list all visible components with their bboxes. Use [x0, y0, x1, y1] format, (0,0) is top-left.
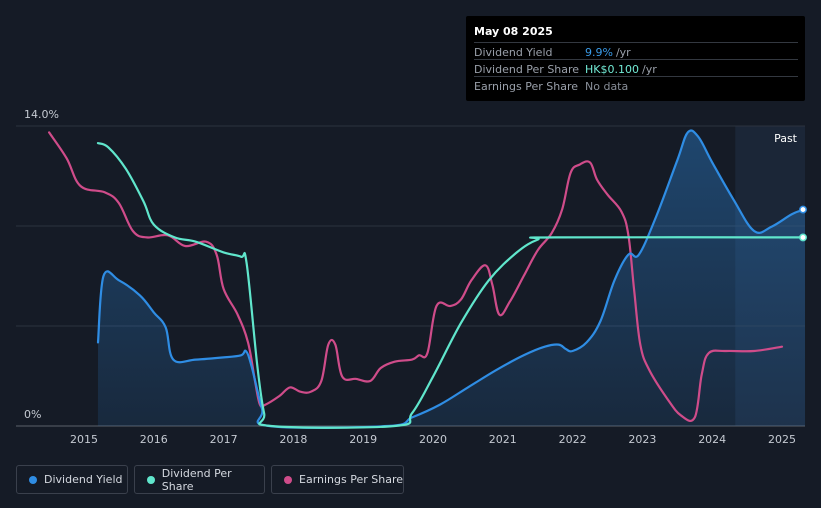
legend-label: Earnings Per Share [299, 473, 404, 486]
y-tick-label-min: 0% [24, 408, 41, 421]
legend-dot [284, 475, 292, 484]
tooltip-label: Dividend Per Share [474, 63, 580, 76]
tooltip-value: HK$0.100 [585, 63, 639, 76]
x-tick-label: 2024 [698, 433, 726, 446]
legend-label: Dividend Per Share [161, 466, 232, 493]
dividend-per-share-end-marker [799, 233, 807, 242]
earnings-per-share-line [48, 131, 784, 423]
x-axis: 2015 2016 2017 2018 2019 2020 2021 2022 2023 2024… [70, 433, 796, 446]
x-tick-label: 2025 [768, 433, 796, 446]
legend-dividend-yield[interactable]: Dividend Yield [16, 465, 128, 494]
x-tick-label: 2022 [559, 433, 587, 446]
tooltip-date: May 08 2025 [474, 25, 553, 38]
dividend-per-share-line [96, 142, 807, 429]
tooltip-value: 9.9% [585, 46, 613, 59]
y-axis: 14.0% 0% [24, 108, 59, 421]
legend-earnings-per-share[interactable]: Earnings Per Share [271, 465, 404, 494]
dividend-yield-end-marker [799, 205, 807, 214]
tooltip-unit: /yr [641, 63, 657, 76]
legend-label: Dividend Yield [44, 473, 123, 486]
tooltip-label: Earnings Per Share [474, 80, 579, 93]
x-tick-label: 2021 [489, 433, 517, 446]
x-tick-label: 2018 [279, 433, 307, 446]
dividend-yield-area [97, 130, 806, 428]
past-label: Past [774, 132, 798, 145]
legend-dot [29, 475, 37, 484]
series-lines [48, 129, 807, 429]
tooltip-row-earnings-per-share: Earnings Per Share No data [474, 76, 798, 94]
x-tick-label: 2017 [210, 433, 238, 446]
tooltip-row-dividend-per-share: Dividend Per Share HK$0.100/yr [474, 59, 798, 77]
tooltip-row-dividend-yield: Dividend Yield 9.9%/yr [474, 42, 798, 60]
tooltip: May 08 2025 Dividend Yield 9.9%/yr Divid… [466, 16, 805, 101]
x-tick-label: 2015 [70, 433, 98, 446]
x-tick-label: 2019 [349, 433, 377, 446]
x-tick-label: 2020 [419, 433, 447, 446]
tooltip-unit: /yr [615, 46, 631, 59]
dividend-yield-line [96, 129, 807, 429]
tooltip-label: Dividend Yield [474, 46, 553, 59]
x-tick-label: 2023 [628, 433, 656, 446]
tooltip-value: No data [585, 80, 629, 93]
area-fills [97, 130, 806, 428]
y-tick-label-max: 14.0% [24, 108, 59, 121]
legend-dividend-per-share[interactable]: Dividend Per Share [134, 465, 265, 494]
legend-dot [147, 475, 155, 484]
x-tick-label: 2016 [140, 433, 168, 446]
